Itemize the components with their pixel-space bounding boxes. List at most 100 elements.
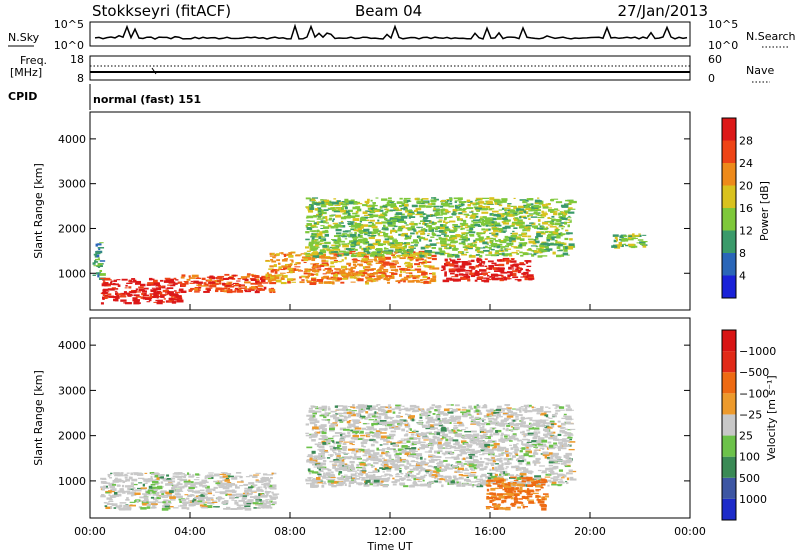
heatmap-cell (234, 500, 237, 502)
heatmap-cell (485, 222, 492, 225)
heatmap-cell (131, 290, 134, 291)
heatmap-cell (378, 272, 381, 274)
heatmap-cell (406, 474, 408, 477)
heatmap-cell (532, 226, 537, 228)
heatmap-cell (334, 210, 340, 211)
heatmap-cell (475, 208, 482, 210)
heatmap-cell (394, 226, 397, 227)
heatmap-cell (371, 254, 377, 255)
heatmap-cell (318, 236, 321, 239)
heatmap-cell (506, 466, 509, 468)
heatmap-cell (476, 232, 478, 235)
heatmap-cell (311, 199, 315, 200)
heatmap-cell (528, 210, 533, 211)
heatmap-cell (357, 253, 361, 256)
heatmap-cell (181, 291, 187, 293)
heatmap-cell (363, 248, 366, 250)
heatmap-cell (312, 464, 315, 466)
heatmap-cell (410, 270, 415, 271)
heatmap-cell (443, 268, 446, 271)
heatmap-cell (217, 280, 221, 281)
heatmap-cell (434, 436, 437, 439)
heatmap-cell (344, 216, 351, 219)
heatmap-cell (264, 506, 269, 509)
heatmap-cell (556, 476, 558, 477)
heatmap-cell (467, 200, 471, 202)
heatmap-cell (343, 252, 348, 253)
heatmap-cell (465, 468, 468, 470)
heatmap-cell (165, 278, 171, 280)
noise-panel: N.Sky 10^5 10^0 10^5 10^0 N.Search (8, 18, 796, 52)
heatmap-cell (447, 451, 450, 452)
heatmap-cell (320, 225, 324, 226)
heatmap-cell (543, 454, 550, 456)
heatmap-cell (512, 276, 518, 278)
heatmap-cell (189, 487, 195, 489)
heatmap-cell (497, 259, 502, 261)
heatmap-cell (320, 479, 323, 480)
heatmap-cell (353, 218, 360, 221)
heatmap-cell (506, 262, 509, 264)
heatmap-cell (419, 205, 426, 208)
heatmap-cell (428, 483, 432, 484)
heatmap-cell (377, 220, 379, 222)
heatmap-cell (338, 413, 342, 415)
heatmap-cell (642, 235, 646, 236)
heatmap-cell (331, 472, 334, 474)
heatmap-cell (527, 266, 532, 267)
heatmap-cell (470, 255, 472, 257)
heatmap-cell (451, 420, 457, 422)
heatmap-cell (511, 466, 518, 468)
heatmap-cell (221, 288, 227, 290)
y-tick-label: 1000 (58, 267, 86, 280)
freq-unit-label: [MHz] (10, 66, 42, 79)
heatmap-cell (424, 458, 426, 460)
heatmap-cell (108, 288, 115, 290)
heatmap-cell (98, 258, 100, 259)
heatmap-cell (480, 458, 482, 460)
heatmap-cell (526, 203, 531, 206)
heatmap-cell (340, 282, 344, 284)
heatmap-cell (455, 201, 457, 203)
heatmap-cell (180, 283, 184, 284)
heatmap-cell (167, 285, 171, 286)
heatmap-cell (97, 243, 101, 245)
heatmap-cell (559, 233, 561, 235)
heatmap-cell (134, 294, 140, 296)
heatmap-cell (545, 231, 549, 233)
heatmap-cell (493, 448, 497, 450)
heatmap-cell (502, 219, 508, 221)
heatmap-cell (512, 240, 516, 242)
heatmap-cell (325, 234, 329, 237)
heatmap-cell (507, 438, 512, 439)
heatmap-cell (304, 268, 308, 271)
heatmap-cell (453, 409, 458, 412)
heatmap-cell (326, 260, 329, 261)
heatmap-cell (623, 235, 628, 237)
heatmap-cell (382, 212, 387, 214)
heatmap-cell (288, 264, 292, 266)
heatmap-cell (504, 207, 510, 209)
heatmap-cell (358, 473, 363, 475)
heatmap-cell (445, 232, 447, 234)
heatmap-cell (392, 256, 396, 258)
heatmap-cell (257, 489, 262, 492)
heatmap-cell (390, 242, 394, 243)
heatmap-cell (175, 292, 180, 293)
heatmap-cell (370, 220, 375, 222)
heatmap-cell (457, 218, 460, 221)
heatmap-cell (196, 282, 203, 284)
heatmap-cell (335, 453, 341, 455)
heatmap-cell (440, 243, 447, 244)
heatmap-cell (226, 507, 230, 510)
heatmap-cell (313, 482, 317, 483)
heatmap-cell (503, 420, 508, 421)
heatmap-cell (383, 278, 390, 280)
heatmap-cell (311, 258, 315, 261)
heatmap-cell (516, 459, 518, 461)
nave-label: Nave (746, 64, 774, 77)
heatmap-cell (187, 279, 191, 281)
heatmap-cell (492, 457, 495, 458)
heatmap-cell (190, 485, 194, 487)
